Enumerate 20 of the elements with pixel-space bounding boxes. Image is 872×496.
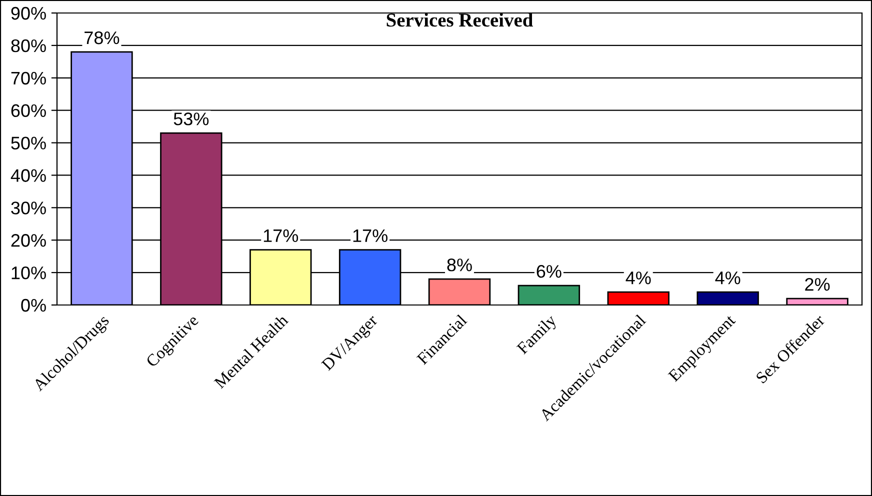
y-tick-label: 80%: [11, 39, 46, 52]
y-tick-label: 90%: [11, 6, 46, 20]
data-label: 4%: [626, 272, 651, 284]
y-tick-label: 20%: [11, 234, 46, 247]
y-tick-label: 70%: [11, 72, 46, 85]
data-label: 2%: [805, 278, 830, 291]
y-tick-label: 10%: [12, 266, 46, 280]
y-tick-label: 30%: [11, 202, 46, 214]
data-label: 8%: [447, 258, 472, 272]
y-tick-label: 50%: [11, 136, 46, 150]
data-label: 78%: [84, 31, 120, 44]
data-label: 53%: [174, 112, 209, 126]
data-label: 17%: [353, 229, 388, 242]
data-label: 4%: [715, 272, 740, 284]
data-label: 6%: [536, 265, 562, 278]
data-label: 17%: [264, 229, 298, 242]
y-tick-label: 0%: [21, 298, 46, 312]
chart-title: Services Received: [386, 13, 533, 27]
y-tick-label: 40%: [10, 169, 46, 182]
y-tick-label: 60%: [11, 104, 46, 118]
